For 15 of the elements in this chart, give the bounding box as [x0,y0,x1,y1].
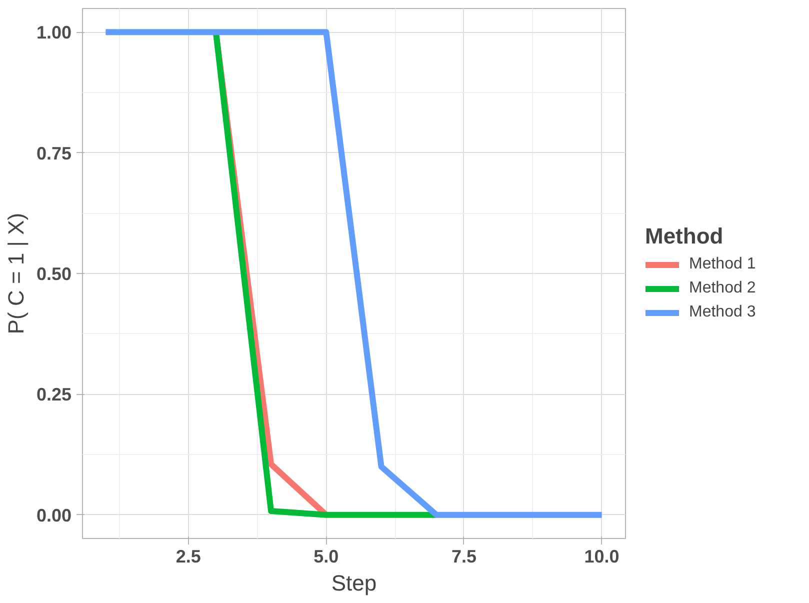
y-tick-label: 0.00 [36,505,72,526]
x-axis-title: Step [331,570,377,596]
legend-label: Method 2 [689,280,756,298]
legend-label: Method 1 [689,256,756,274]
x-tick-label: 10.0 [584,546,620,566]
y-tick-label: 0.25 [36,384,72,405]
x-tick-label: 5.0 [314,546,339,566]
legend-title: Method [645,224,724,250]
x-tick-label: 7.5 [451,546,476,566]
y-tick-label: 0.75 [36,143,72,164]
y-axis-title: P( C = 1 | X) [3,212,28,334]
y-tick-label: 0.50 [36,264,72,284]
y-tick-label: 1.00 [36,22,72,43]
x-tick-label: 2.5 [176,546,201,566]
legend-label: Method 3 [689,304,756,322]
